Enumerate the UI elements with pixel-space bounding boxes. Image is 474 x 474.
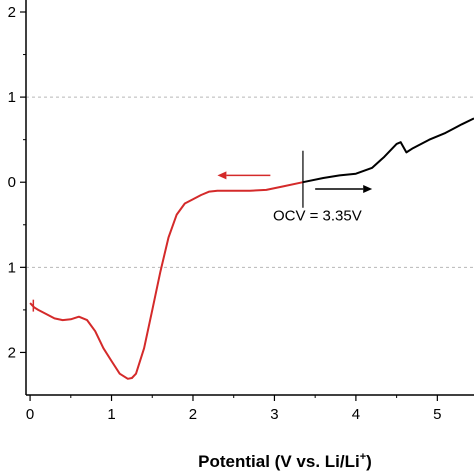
annotations: OCV = 3.35V [217, 150, 373, 225]
x-tick-label: 2 [189, 406, 197, 423]
x-tick-label: 3 [270, 406, 278, 423]
red-arrow-left-head [217, 171, 227, 180]
plot-axes [25, 0, 474, 396]
black-arrow-right-head [363, 185, 373, 194]
x-axis-title-superscript: + [360, 451, 366, 463]
x-tick-label: 4 [352, 406, 360, 423]
axis-ticks: 2 1 0 1 2 0 1 2 3 4 5 [8, 4, 442, 423]
y-tick-label: 0 [8, 174, 16, 191]
y-tick-label: 2 [8, 4, 16, 21]
x-axis-title-suffix: ) [366, 452, 372, 471]
x-tick-label: 5 [433, 406, 441, 423]
y-tick-label: 2 [8, 344, 16, 361]
x-tick-label: 1 [107, 406, 115, 423]
ocv-label: OCV = 3.35V [273, 208, 362, 225]
x-axis-title: Potential (V vs. Li/Li+) [198, 451, 372, 471]
y-tick-label: 1 [8, 89, 16, 106]
x-tick-label: 0 [26, 406, 34, 423]
black-series-line [302, 117, 474, 184]
red-series-line [29, 181, 304, 380]
black-arrow-right [315, 185, 373, 194]
grid-lines [26, 96, 474, 268]
red-arrow-left [217, 171, 271, 180]
y-tick-label: 1 [8, 259, 16, 276]
data-series [29, 117, 474, 380]
